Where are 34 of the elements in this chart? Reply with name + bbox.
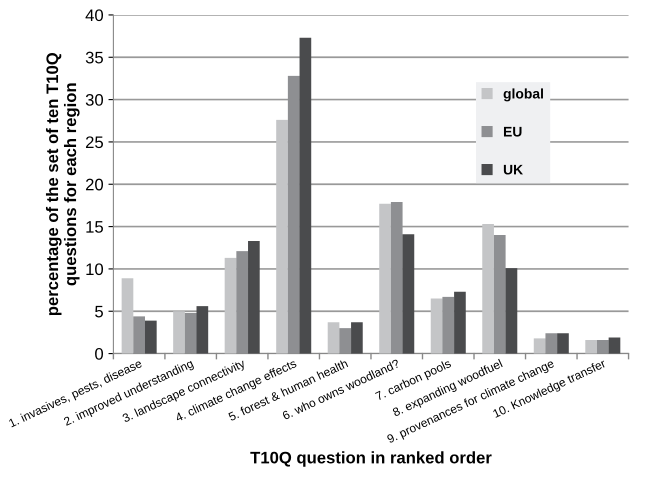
- bar: [402, 234, 414, 354]
- y-tick-label: 10: [86, 263, 104, 276]
- bar: [482, 224, 494, 354]
- legend-label: global: [504, 88, 543, 102]
- y-tick-label: 15: [86, 221, 103, 233]
- bar: [173, 311, 185, 354]
- bar: [276, 120, 288, 354]
- y-tick-label: 30: [86, 94, 104, 106]
- y-tick-label: 35: [86, 52, 103, 64]
- bar: [608, 337, 620, 354]
- bar: [328, 322, 340, 354]
- y-tick-label: 40: [86, 9, 104, 22]
- bar: [534, 338, 546, 354]
- y-tick-label: 0: [95, 348, 104, 360]
- legend-label: EU: [504, 126, 522, 137]
- x-axis-title: T10Q question in ranked order: [250, 451, 492, 467]
- bar: [144, 320, 157, 354]
- bar: [224, 258, 236, 354]
- y-tick-label: 25: [86, 136, 103, 148]
- bar: [585, 340, 597, 354]
- bar: [300, 38, 312, 354]
- y-tick-label: 20: [86, 178, 104, 190]
- y-tick-label: 5: [95, 306, 103, 318]
- bar: [506, 268, 518, 354]
- bar: [379, 204, 391, 354]
- bar: [122, 278, 134, 354]
- y-axis-title: percentage of the set of ten T10Q questions for each region: [46, 52, 80, 316]
- legend-label: UK: [504, 164, 523, 175]
- bar: [557, 333, 569, 354]
- bar: [196, 306, 208, 354]
- bar: [248, 240, 260, 354]
- bar: [351, 322, 363, 354]
- bar: [430, 298, 442, 354]
- bar: [454, 292, 466, 354]
